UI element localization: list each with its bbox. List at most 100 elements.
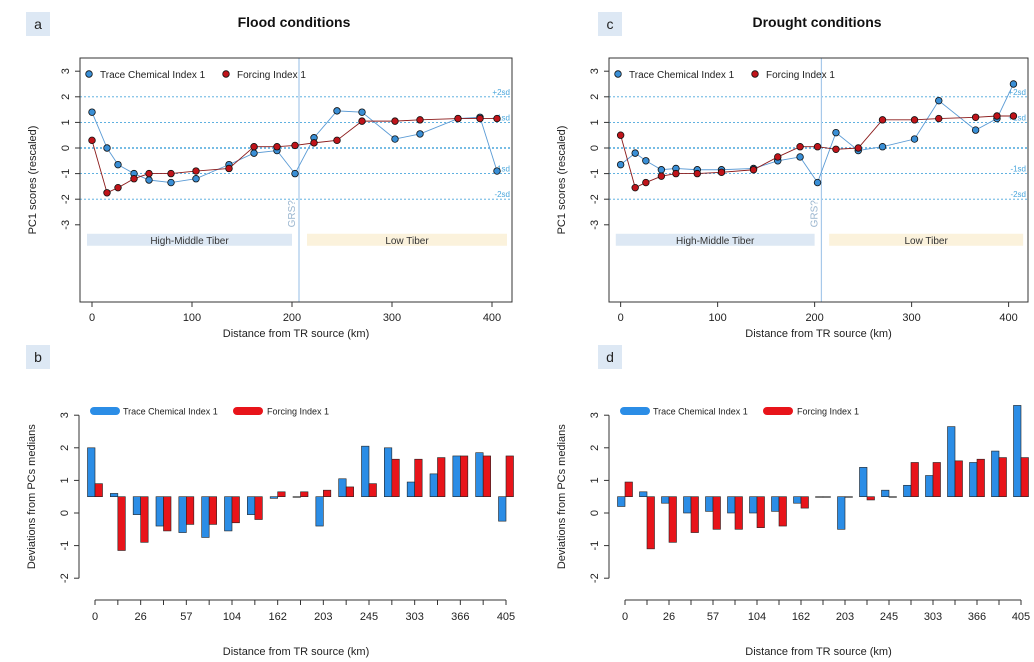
bar-forcing xyxy=(690,496,699,533)
data-point-trace xyxy=(493,167,501,175)
bar-trace xyxy=(969,462,978,498)
data-point-forcing xyxy=(88,136,96,145)
bar-trace xyxy=(429,473,438,498)
bar-panel-b: -2 -1 0 1 2 3 0 26 57 104 162 203 245 303 366 405 Trace … xyxy=(26,407,515,659)
bar-forcing xyxy=(368,483,377,498)
y-tick-label: 0 xyxy=(59,510,71,516)
legend-swatch-trace xyxy=(90,407,120,415)
bar-trace xyxy=(406,481,415,497)
sd-label: +1sd xyxy=(1008,113,1026,122)
y-axis-label: Deviations from PCs medians xyxy=(26,424,38,569)
bar-forcing xyxy=(778,496,787,527)
data-point-forcing xyxy=(935,114,943,123)
data-point-forcing xyxy=(192,167,200,175)
legend-marker-trace xyxy=(614,70,622,78)
data-point-trace xyxy=(358,108,366,116)
x-tick-label: 100 xyxy=(183,312,201,324)
panel-tag-d: d xyxy=(606,349,614,365)
y-tick-label: 0 xyxy=(589,145,601,151)
bar-trace xyxy=(925,475,934,498)
x-tick-label: 405 xyxy=(1012,611,1030,623)
legend-marker-trace xyxy=(85,70,93,78)
bar-forcing xyxy=(163,496,172,532)
x-tick-label: 366 xyxy=(968,611,986,623)
data-point-forcing xyxy=(616,131,625,139)
bar-trace xyxy=(793,496,802,504)
data-point-forcing xyxy=(476,114,484,123)
data-point-trace xyxy=(88,108,96,116)
bar-trace xyxy=(947,426,956,497)
legend-label-trace: Trace Chemical Index 1 xyxy=(653,407,748,417)
x-tick-label: 0 xyxy=(618,312,624,324)
x-tick-label: 57 xyxy=(707,611,719,623)
line-panel-c: Drought conditions High-Middle Tiber Low T… xyxy=(556,14,1029,340)
x-tick-label: 405 xyxy=(497,611,515,623)
bar-trace xyxy=(749,496,758,514)
data-point-forcing xyxy=(693,169,701,178)
bar-trace xyxy=(771,496,780,512)
bar-forcing xyxy=(910,462,919,498)
legend-label-forcing: Forcing Index 1 xyxy=(766,70,835,81)
y-tick-label: -1 xyxy=(589,169,601,179)
divider-label: GRS? xyxy=(287,200,298,228)
data-point-trace xyxy=(416,130,424,138)
bar-trace xyxy=(991,450,1000,497)
data-point-forcing xyxy=(391,117,399,125)
x-tick-label: 203 xyxy=(314,611,332,623)
data-point-forcing xyxy=(878,116,887,124)
zone-label-low: Low Tiber xyxy=(385,236,429,247)
data-point-trace xyxy=(250,149,258,157)
y-tick-label: 1 xyxy=(60,119,72,125)
bar-trace xyxy=(132,496,141,515)
bar-trace xyxy=(315,496,324,527)
bar-forcing xyxy=(300,491,309,497)
data-point-trace xyxy=(971,126,980,134)
x-tick-label: 0 xyxy=(92,611,98,623)
x-tick-label: 104 xyxy=(748,611,766,623)
legend-swatch-forcing xyxy=(763,407,793,415)
bar-panel-d: -2 -1 0 1 2 3 0 26 57 104 162 203 245 303 366 405 Trace … xyxy=(556,405,1030,658)
sd-label: -1sd xyxy=(1010,165,1026,174)
chart-title: Drought conditions xyxy=(752,14,881,30)
panel-tag-b: b xyxy=(34,349,42,365)
bar-trace xyxy=(661,496,670,504)
legend-label-forcing: Forcing Index 1 xyxy=(797,407,859,417)
bar-forcing xyxy=(94,483,103,498)
data-point-trace xyxy=(291,169,299,178)
bar-trace xyxy=(837,496,846,530)
data-point-forcing xyxy=(225,164,233,173)
bar-forcing xyxy=(208,496,217,525)
legend-marker-forcing xyxy=(751,70,759,78)
data-point-forcing xyxy=(971,113,980,121)
sd-label: +1sd xyxy=(492,113,510,122)
data-point-forcing xyxy=(631,183,639,192)
bar-trace xyxy=(903,484,912,498)
y-tick-label: -2 xyxy=(60,194,72,204)
y-tick-label: 3 xyxy=(60,68,72,74)
panel-tag-bg-c xyxy=(598,12,622,36)
bar-forcing xyxy=(460,455,469,498)
data-point-forcing xyxy=(416,116,424,124)
y-tick-label: 3 xyxy=(589,412,601,418)
bar-trace xyxy=(727,496,736,514)
legend-marker-forcing xyxy=(222,70,230,78)
legend-label-trace: Trace Chemical Index 1 xyxy=(629,70,735,81)
panel-tag-c: c xyxy=(607,16,614,32)
data-point-forcing xyxy=(832,145,840,153)
bar-forcing xyxy=(1020,457,1029,497)
chart-title: Flood conditions xyxy=(238,14,351,30)
bar-trace xyxy=(639,491,648,497)
data-point-forcing xyxy=(291,141,299,150)
bar-trace xyxy=(269,496,278,499)
panel-tag-bg-b xyxy=(26,345,50,369)
panel-tag-bg-d xyxy=(598,345,622,369)
bar-trace xyxy=(1013,405,1022,498)
data-point-forcing xyxy=(774,153,782,161)
data-point-forcing xyxy=(114,183,122,192)
bar-forcing xyxy=(756,496,765,528)
x-axis-label: Distance from TR source (km) xyxy=(223,646,370,658)
legend-label-forcing: Forcing Index 1 xyxy=(267,407,329,417)
x-tick-label: 26 xyxy=(663,611,675,623)
data-point-forcing xyxy=(358,117,366,125)
y-tick-label: -2 xyxy=(589,194,601,204)
